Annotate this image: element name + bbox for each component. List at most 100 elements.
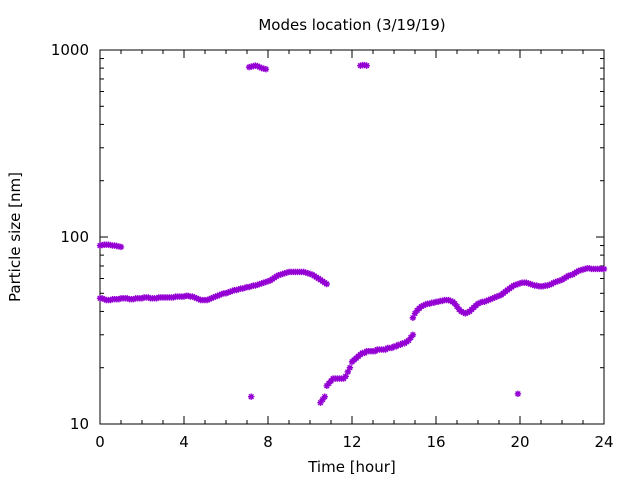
data-point <box>98 295 106 302</box>
data-point <box>487 295 494 303</box>
data-point <box>252 282 259 289</box>
x-tick-label: 24 <box>594 433 613 451</box>
data-point <box>474 300 482 307</box>
data-point <box>445 296 452 304</box>
data-point <box>222 290 230 297</box>
data-point <box>319 396 326 403</box>
data-point <box>426 300 433 307</box>
data-point <box>409 314 417 321</box>
data-point <box>153 295 160 302</box>
data-point <box>407 334 414 341</box>
data-point <box>203 296 211 304</box>
data-point <box>145 294 152 301</box>
data-point <box>552 278 559 286</box>
data-points <box>96 61 608 406</box>
data-point <box>208 295 215 302</box>
data-point <box>546 281 553 289</box>
data-point <box>464 309 471 316</box>
data-point <box>107 296 114 304</box>
data-point <box>523 279 530 286</box>
data-point <box>191 294 198 301</box>
data-point <box>210 294 217 301</box>
data-point <box>409 331 417 338</box>
data-point <box>363 62 370 69</box>
data-point <box>101 295 108 303</box>
data-point <box>495 292 503 299</box>
data-point <box>189 293 196 300</box>
data-point <box>227 288 234 295</box>
data-point <box>493 293 501 300</box>
data-point <box>516 280 524 287</box>
data-point <box>170 294 177 301</box>
data-point <box>600 265 608 273</box>
data-point <box>214 292 221 299</box>
data-point <box>527 280 534 288</box>
data-point <box>180 293 188 300</box>
data-point <box>248 393 255 400</box>
data-point <box>550 279 557 286</box>
data-point <box>430 299 438 306</box>
data-point <box>185 292 192 299</box>
data-point <box>491 294 498 301</box>
data-point <box>130 295 137 303</box>
axis-tick-labels: 0 4 8 12 16 20 24 10 100 1000 <box>51 41 614 451</box>
data-point <box>525 280 532 287</box>
data-point <box>476 299 484 306</box>
data-point <box>138 295 146 302</box>
data-point <box>212 293 219 300</box>
data-point <box>241 284 249 291</box>
x-tick-label: 20 <box>510 433 529 451</box>
data-point <box>529 281 536 289</box>
data-point <box>195 295 202 303</box>
data-point <box>489 295 496 302</box>
data-point <box>342 373 349 380</box>
axis-ticks <box>99 49 605 425</box>
data-point <box>218 290 225 298</box>
data-point <box>439 297 446 305</box>
x-tick-label: 4 <box>179 433 189 451</box>
data-point <box>512 281 519 289</box>
data-point <box>514 280 522 288</box>
data-point <box>422 301 429 308</box>
data-point <box>434 298 442 306</box>
x-tick-label: 8 <box>263 433 273 451</box>
data-point <box>544 282 551 289</box>
chart-title: Modes location (3/19/19) <box>258 16 445 34</box>
x-tick-label: 12 <box>342 433 361 451</box>
data-point <box>260 279 267 286</box>
data-point <box>256 63 263 71</box>
x-axis-label: Time [hour] <box>307 458 396 476</box>
y-tick-label: 10 <box>70 415 89 433</box>
data-point <box>124 295 131 302</box>
data-point <box>117 243 125 251</box>
data-point <box>258 280 265 287</box>
data-point <box>245 283 253 291</box>
data-point <box>248 283 255 290</box>
data-point <box>115 295 123 303</box>
data-point <box>323 280 330 288</box>
data-point <box>321 393 328 400</box>
data-point <box>254 62 261 70</box>
data-point <box>533 282 540 289</box>
data-point <box>206 295 213 303</box>
data-point <box>239 285 246 292</box>
y-tick-label: 1000 <box>51 41 89 59</box>
data-point <box>420 302 427 309</box>
data-point <box>317 399 324 406</box>
data-point <box>254 281 261 289</box>
data-point <box>462 310 469 317</box>
data-point <box>453 303 461 310</box>
data-point <box>411 310 419 317</box>
x-tick-label: 16 <box>426 433 445 451</box>
data-point <box>224 289 232 296</box>
data-point <box>262 278 270 286</box>
data-point <box>262 65 270 73</box>
data-point <box>458 308 465 315</box>
data-point <box>447 297 454 305</box>
data-point <box>344 368 351 376</box>
data-point <box>233 286 240 294</box>
data-point <box>193 295 200 302</box>
data-point <box>405 337 412 344</box>
data-point <box>481 298 488 306</box>
